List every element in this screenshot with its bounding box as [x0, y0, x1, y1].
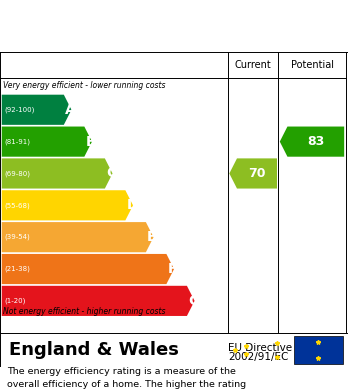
Polygon shape — [2, 286, 195, 316]
Text: Energy Efficiency Rating: Energy Efficiency Rating — [9, 17, 238, 35]
Polygon shape — [280, 127, 344, 157]
Text: (1-20): (1-20) — [4, 298, 25, 304]
Text: (21-38): (21-38) — [4, 266, 30, 272]
Text: D: D — [126, 198, 138, 212]
Text: Potential: Potential — [291, 60, 334, 70]
Polygon shape — [2, 222, 153, 252]
Polygon shape — [2, 190, 133, 221]
Text: The energy efficiency rating is a measure of the
overall efficiency of a home. T: The energy efficiency rating is a measur… — [7, 367, 246, 391]
Text: G: G — [188, 294, 199, 308]
Text: Not energy efficient - higher running costs: Not energy efficient - higher running co… — [3, 307, 166, 316]
Text: A: A — [65, 103, 76, 117]
Text: 2002/91/EC: 2002/91/EC — [228, 352, 288, 362]
Polygon shape — [2, 254, 174, 284]
Polygon shape — [2, 158, 112, 188]
Text: (39-54): (39-54) — [4, 234, 30, 240]
Text: F: F — [167, 262, 177, 276]
Text: C: C — [106, 167, 116, 181]
Text: 70: 70 — [248, 167, 266, 180]
Text: E: E — [147, 230, 156, 244]
Text: Very energy efficient - lower running costs: Very energy efficient - lower running co… — [3, 81, 166, 90]
Text: (92-100): (92-100) — [4, 106, 34, 113]
Polygon shape — [2, 95, 71, 125]
Text: (55-68): (55-68) — [4, 202, 30, 208]
Text: England & Wales: England & Wales — [9, 341, 179, 359]
Text: 83: 83 — [307, 135, 324, 148]
Polygon shape — [229, 158, 277, 188]
Polygon shape — [2, 127, 92, 157]
Text: Current: Current — [235, 60, 271, 70]
Bar — [294, 336, 343, 364]
Text: EU Directive: EU Directive — [228, 343, 292, 353]
Text: B: B — [85, 135, 96, 149]
Text: (81-91): (81-91) — [4, 138, 30, 145]
Text: (69-80): (69-80) — [4, 170, 30, 177]
